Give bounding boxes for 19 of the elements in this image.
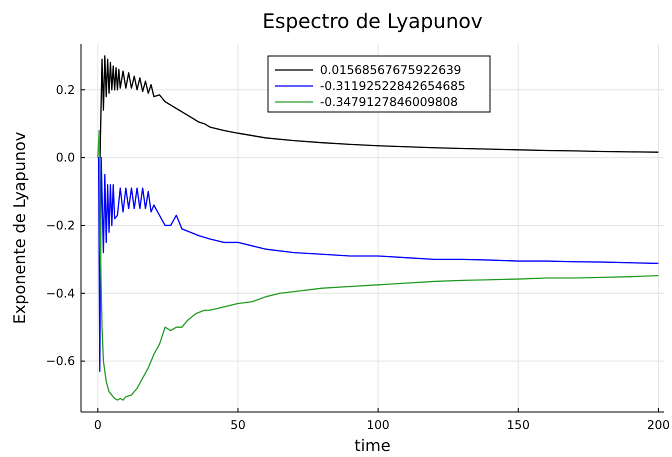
y-tick-label: 0.0	[56, 150, 75, 165]
x-tick-label: 0	[94, 418, 102, 432]
line-series	[97, 156, 660, 372]
y-tick-label: −0.4	[46, 286, 75, 300]
legend-label: -0.3479127846009808	[320, 95, 458, 109]
x-axis-title: time	[354, 436, 391, 455]
y-tick-label: 0.2	[56, 82, 75, 97]
chart-title: Espectro de Lyapunov	[262, 9, 483, 33]
y-axis-title: Exponente de Lyapunov	[10, 132, 29, 324]
x-tick-label: 50	[230, 418, 246, 432]
y-tick-label: −0.2	[46, 218, 75, 232]
x-tick-label: 200	[646, 418, 670, 432]
line-series	[97, 130, 660, 401]
legend-label: -0.31192522842654685	[320, 79, 466, 93]
legend-label: 0.01568567675922639	[320, 63, 462, 77]
line-series	[97, 55, 660, 158]
y-tick-label: −0.6	[46, 354, 75, 368]
x-tick-label: 100	[366, 418, 390, 432]
x-tick-label: 150	[506, 418, 530, 432]
